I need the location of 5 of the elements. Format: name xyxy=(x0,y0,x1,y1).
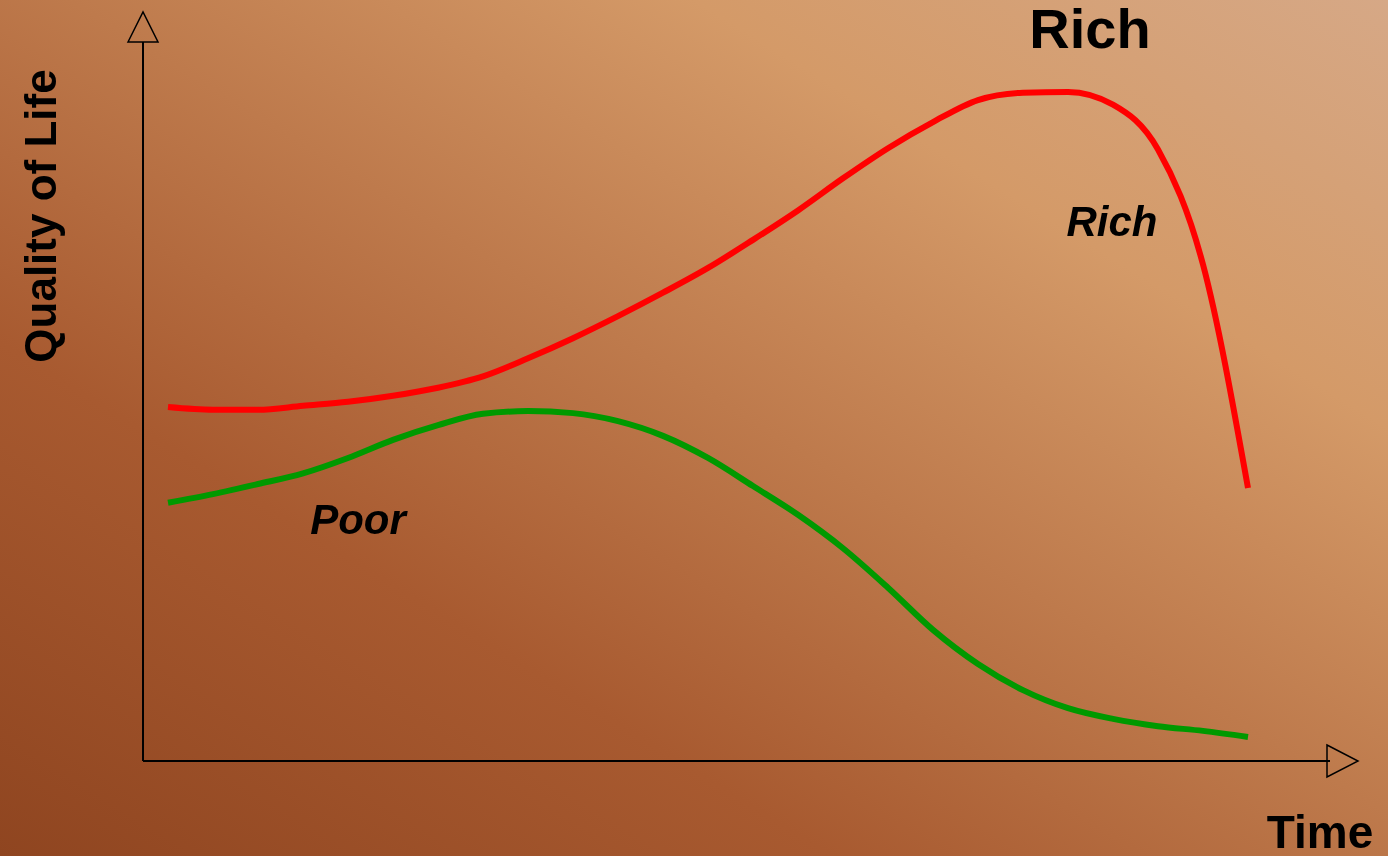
x-axis-title: Time xyxy=(1266,806,1374,856)
series-label: Rich xyxy=(1066,198,1158,245)
series-label: Poor xyxy=(310,496,409,543)
chart-title: Rich xyxy=(1029,0,1151,60)
y-axis-title: Quality of Life xyxy=(16,69,65,363)
